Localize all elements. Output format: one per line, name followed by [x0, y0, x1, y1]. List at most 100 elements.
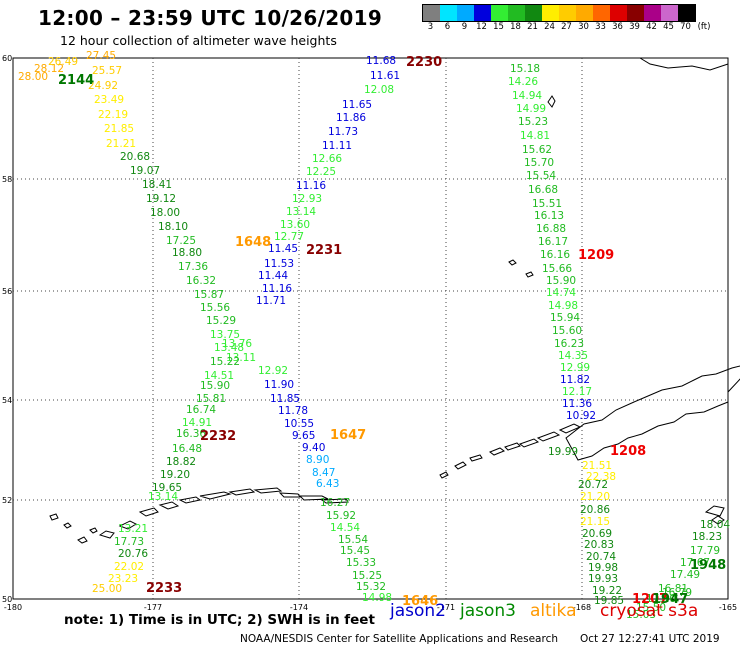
track-time-label: 2144	[58, 73, 94, 88]
wave-height-label: 20.74	[586, 551, 616, 563]
legend-swatch-42	[644, 5, 661, 21]
legend-swatch-30	[576, 5, 593, 21]
longitude-label: -168	[573, 603, 591, 612]
wave-height-label: 12.99	[560, 362, 590, 374]
map-frame	[12, 57, 729, 600]
wave-height-label: 17.79	[690, 545, 720, 557]
wave-height-label: 18.41	[142, 179, 172, 191]
latitude-label: 54	[2, 396, 12, 405]
wave-height-label: 11.71	[256, 295, 286, 307]
wave-height-label: 15.90	[200, 380, 230, 392]
legend-unit: (ft)	[697, 22, 711, 32]
wave-height-label: 11.16	[262, 283, 292, 295]
track-time-label: 1646	[402, 594, 438, 609]
wave-height-label: 19.20	[160, 469, 190, 481]
legend-label-70: 70	[680, 22, 691, 32]
wave-height-label: 19.99	[548, 446, 578, 458]
track-time-label: 2231	[306, 243, 342, 258]
legend-swatch-33	[593, 5, 610, 21]
legend-label-18: 18	[510, 22, 521, 32]
wave-height-label: 13.76	[222, 338, 252, 350]
wave-height-label: 16.79	[662, 587, 692, 599]
coastline	[49, 57, 740, 544]
legend-label-9: 9	[461, 22, 468, 32]
wave-height-label: 16.17	[538, 236, 568, 248]
wave-height-label: 12.25	[306, 166, 336, 178]
eastern-aleutians	[439, 423, 582, 479]
longitude-label: -171	[437, 603, 455, 612]
wave-height-label: 14.98	[362, 592, 392, 604]
wave-height-label: 16.32	[186, 275, 216, 287]
track-time-label: 1209	[578, 248, 614, 263]
track-time-label: 1648	[235, 235, 271, 250]
wave-height-label: 26.49	[48, 56, 78, 68]
wave-height-label: 8.47	[312, 467, 335, 479]
legend-label-3: 3	[427, 22, 434, 32]
footer-note: note: 1) Time is in UTC; 2) SWH is in fe…	[64, 612, 375, 628]
legend-label-39: 39	[629, 22, 640, 32]
track-time-label: 2232	[200, 429, 236, 444]
wave-height-label: 19.12	[146, 193, 176, 205]
legend-label-36: 36	[612, 22, 623, 32]
map-subtitle: 12 hour collection of altimeter wave hei…	[60, 33, 337, 48]
wave-height-label: 22.38	[586, 471, 616, 483]
legend-swatch-36	[610, 5, 627, 21]
wave-height-label: 24.92	[88, 80, 118, 92]
satellite-altika-label: altika	[530, 601, 577, 621]
longitude-label: -180	[4, 603, 22, 612]
wave-height-label: 11.53	[264, 258, 294, 270]
wave-height-label: 12.92	[258, 365, 288, 377]
wave-height-label: 18.04	[700, 519, 730, 531]
track-time-label: 1948	[690, 558, 726, 573]
wave-height-label: 11.61	[370, 70, 400, 82]
latitude-label: 58	[2, 175, 12, 184]
legend-label-24: 24	[544, 22, 555, 32]
wave-height-label: 15.66	[542, 263, 572, 275]
wave-height-label: 11.65	[342, 99, 372, 111]
color-legend-labels: 3 6 9 12 15 18 21 24 27 30 33 36 39 42 45 70 (ft)	[422, 22, 728, 34]
kodiak-island	[704, 505, 725, 525]
wave-height-label: 20.83	[584, 539, 614, 551]
wave-height-label: 11.68	[366, 55, 396, 67]
wave-height-label: 19.98	[588, 562, 618, 574]
wave-height-label: 18.80	[172, 247, 202, 259]
footer-credit: NOAA/NESDIS Center for Satellite Applica…	[240, 633, 558, 645]
wave-height-label: 28.00	[18, 71, 48, 83]
wave-height-label: 15.22	[210, 356, 240, 368]
wave-height-label: 15.29	[206, 315, 236, 327]
wave-height-label: 15.32	[356, 581, 386, 593]
wave-height-label: 12.66	[312, 153, 342, 165]
latitude-label: 60	[2, 54, 12, 63]
wave-height-label: 20.68	[120, 151, 150, 163]
wave-height-label: 13.60	[280, 219, 310, 231]
legend-swatch-3	[423, 5, 440, 21]
wave-height-label: 17.36	[178, 261, 208, 273]
satellite-jason2-label: jason2	[390, 601, 446, 621]
wave-height-label: 15.81	[196, 393, 226, 405]
legend-label-6: 6	[444, 22, 451, 32]
track-time-label: 1208	[610, 444, 646, 459]
wave-height-label: 19.85	[594, 595, 624, 607]
wave-height-label: 21.21	[106, 138, 136, 150]
legend-swatch-24	[542, 5, 559, 21]
wave-height-label: 27.45	[86, 50, 116, 62]
satellite-cryosat-label: cryosat s3a	[600, 601, 699, 621]
wave-height-label: 15.18	[510, 63, 540, 75]
wave-height-label: 14.35	[558, 350, 588, 362]
latitude-label: 50	[2, 595, 12, 604]
wave-height-label: 13.11	[226, 352, 256, 364]
wave-height-label: 13.14	[148, 491, 178, 503]
wave-height-label: 13.21	[118, 523, 148, 535]
wave-height-label: 17.25	[166, 235, 196, 247]
wave-height-label: 15.25	[352, 570, 382, 582]
wave-height-label: 15.03	[626, 609, 656, 621]
wave-height-label: 15.94	[550, 312, 580, 324]
wave-height-label: 22.02	[114, 561, 144, 573]
western-aleutians	[49, 513, 98, 544]
wave-height-label: 9.40	[302, 442, 325, 454]
wave-height-label: 11.16	[296, 180, 326, 192]
wave-height-label: 18.23	[692, 531, 722, 543]
